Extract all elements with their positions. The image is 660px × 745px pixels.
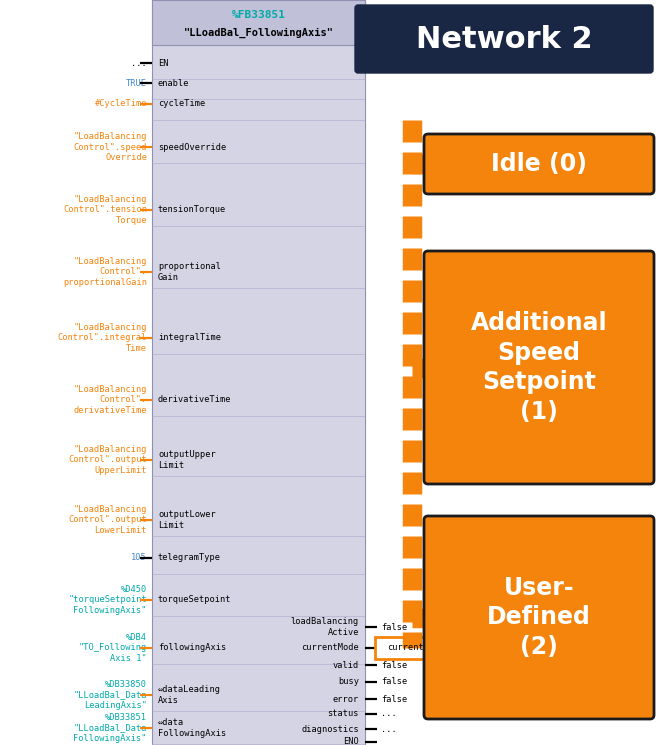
Text: tensionTorque: tensionTorque — [158, 206, 226, 215]
Text: currentMode: currentMode — [301, 644, 359, 653]
Text: "LoadBalancing
Control".
derivativeTime: "LoadBalancing Control". derivativeTime — [73, 385, 147, 414]
Text: torqueSetpoint: torqueSetpoint — [158, 595, 232, 604]
Text: diagnostics: diagnostics — [301, 724, 359, 734]
Text: ENO: ENO — [343, 738, 359, 745]
FancyBboxPatch shape — [424, 251, 654, 484]
Text: followingAxis: followingAxis — [158, 644, 226, 653]
Text: TRUE: TRUE — [126, 78, 147, 87]
Text: outputLower
Limit: outputLower Limit — [158, 510, 216, 530]
Text: ⇔data
FollowingAxis: ⇔data FollowingAxis — [158, 718, 226, 738]
Text: %D450
"torqueSetpoint
FollowingAxis": %D450 "torqueSetpoint FollowingAxis" — [68, 586, 147, 615]
Text: derivativeTime: derivativeTime — [158, 396, 232, 405]
Text: integralTime: integralTime — [158, 334, 221, 343]
Text: "LoadBalancing
Control".output
UpperLimit: "LoadBalancing Control".output UpperLimi… — [68, 446, 147, 475]
Text: ⇔dataLeading
Axis: ⇔dataLeading Axis — [158, 685, 221, 705]
Text: %DB33851
"LLoadBal_Data
FollowingAxis": %DB33851 "LLoadBal_Data FollowingAxis" — [73, 714, 147, 743]
Text: false: false — [381, 623, 407, 632]
Text: User-
Defined
(2): User- Defined (2) — [487, 576, 591, 659]
Text: "LoadBalancing
Control".tension
Torque: "LoadBalancing Control".tension Torque — [63, 195, 147, 224]
Text: ...: ... — [381, 724, 397, 734]
Text: 0: 0 — [488, 644, 493, 653]
Text: "LoadBalancing
Control".speed
Override: "LoadBalancing Control".speed Override — [73, 133, 147, 162]
Text: status: status — [327, 709, 359, 718]
Text: cycleTime: cycleTime — [158, 100, 205, 109]
FancyBboxPatch shape — [355, 5, 653, 73]
FancyBboxPatch shape — [424, 516, 654, 719]
Text: speedOverride: speedOverride — [158, 142, 226, 151]
Text: EN: EN — [158, 59, 168, 68]
Bar — [375, 637, 465, 659]
Text: proportional
Gain: proportional Gain — [158, 262, 221, 282]
Bar — [152, 0, 365, 45]
Text: "LoadBalancing
Control".integral
Time: "LoadBalancing Control".integral Time — [58, 323, 147, 352]
Text: %DB4
"TO_Following
Axis 1": %DB4 "TO_Following Axis 1" — [79, 633, 147, 662]
Text: false: false — [381, 677, 407, 686]
FancyBboxPatch shape — [424, 134, 654, 194]
Text: %DB33850
"LLoadBal_Data
LeadingAxis": %DB33850 "LLoadBal_Data LeadingAxis" — [73, 680, 147, 709]
Text: busy: busy — [338, 677, 359, 686]
Text: valid: valid — [333, 661, 359, 670]
Text: Network 2: Network 2 — [416, 25, 592, 54]
Text: outputUpper
Limit: outputUpper Limit — [158, 451, 216, 469]
Text: false: false — [381, 694, 407, 703]
Text: 105: 105 — [131, 554, 147, 562]
Text: "LoadBalancing
Control".output
LowerLimit: "LoadBalancing Control".output LowerLimi… — [68, 505, 147, 535]
Text: ...: ... — [131, 59, 147, 68]
Text: %FB33851: %FB33851 — [232, 10, 286, 20]
Text: #CycleTime: #CycleTime — [94, 100, 147, 109]
Text: false: false — [381, 661, 407, 670]
Text: ...: ... — [381, 709, 397, 718]
Text: "LoadBalancing
Control".
proportionalGain: "LoadBalancing Control". proportionalGai… — [63, 258, 147, 287]
Text: currentMode: currentMode — [387, 644, 444, 653]
Text: error: error — [333, 694, 359, 703]
Text: "LLoadBal_FollowingAxis": "LLoadBal_FollowingAxis" — [183, 28, 333, 37]
Text: loadBalancing
Active: loadBalancing Active — [291, 618, 359, 636]
Bar — [152, 0, 365, 745]
Text: Additional
Speed
Setpoint
(1): Additional Speed Setpoint (1) — [471, 311, 607, 424]
Text: enable: enable — [158, 78, 189, 87]
Text: Idle (0): Idle (0) — [491, 152, 587, 176]
Text: telegramType: telegramType — [158, 554, 221, 562]
